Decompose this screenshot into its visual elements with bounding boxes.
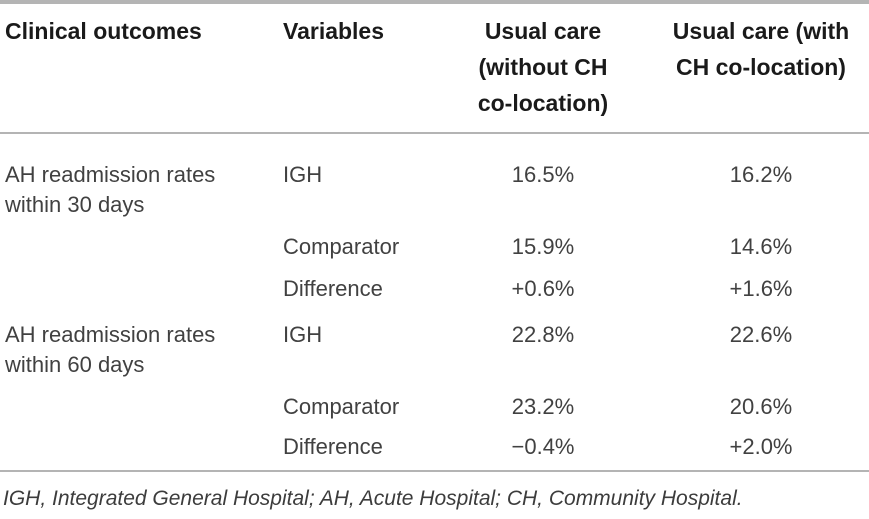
value-with-cell: 22.6% — [729, 322, 793, 347]
value-with-cell: +2.0% — [653, 432, 869, 472]
outcome-cell — [0, 274, 283, 320]
table-row-30d-comparator: Comparator 15.9% 14.6% — [0, 232, 869, 274]
outcome-label: AH readmission rates within 30 days — [5, 162, 216, 217]
outcome-cell — [0, 232, 283, 274]
table-row-30d-difference: Difference +0.6% +1.6% — [0, 274, 869, 320]
variable-cell: Comparator — [283, 394, 400, 419]
header-usual-care-without: Usual care (without CH co-location) — [433, 2, 653, 134]
outcome-cell: AH readmission rates within 30 days — [0, 133, 283, 232]
outcome-cell — [0, 392, 283, 432]
outcome-cell — [0, 432, 283, 472]
header-usual-care-with: Usual care (with CH co-location) — [653, 2, 869, 134]
value-without-cell: 22.8% — [511, 322, 575, 347]
value-with-cell: 16.2% — [729, 162, 793, 187]
value-without-cell: −0.4% — [433, 432, 653, 472]
header-usual-care-with-label: Usual care (with CH co-location) — [672, 18, 850, 80]
value-with-cell: 14.6% — [729, 234, 793, 259]
table-row-30d-igh: AH readmission rates within 30 days IGH … — [0, 133, 869, 232]
variable-cell: IGH — [283, 322, 323, 347]
variable-cell: Difference — [283, 432, 433, 472]
value-with-cell: +1.6% — [729, 276, 793, 301]
value-without-cell: 23.2% — [511, 394, 575, 419]
header-row: Clinical outcomes Variables Usual care (… — [0, 2, 869, 134]
table-footnote: IGH, Integrated General Hospital; AH, Ac… — [3, 487, 743, 510]
outcome-cell: AH readmission rates within 60 days — [0, 320, 283, 392]
table-row-60d-igh: AH readmission rates within 60 days IGH … — [0, 320, 869, 392]
table-row-60d-difference: Difference −0.4% +2.0% — [0, 432, 869, 472]
value-with-cell: 20.6% — [729, 394, 793, 419]
header-clinical-outcomes: Clinical outcomes — [0, 2, 283, 134]
clinical-outcomes-table: Clinical outcomes Variables Usual care (… — [0, 0, 869, 472]
value-without-cell: +0.6% — [511, 276, 575, 301]
variable-cell: Difference — [283, 276, 383, 301]
header-variables: Variables — [283, 2, 433, 134]
value-without-cell: 16.5% — [511, 162, 575, 187]
table-row-60d-comparator: Comparator 23.2% 20.6% — [0, 392, 869, 432]
outcome-label: AH readmission rates within 60 days — [5, 322, 216, 377]
variable-cell: Comparator — [283, 234, 400, 259]
header-usual-care-without-label: Usual care (without CH co-location) — [477, 18, 609, 116]
variable-cell: IGH — [283, 162, 323, 187]
value-without-cell: 15.9% — [511, 234, 575, 259]
